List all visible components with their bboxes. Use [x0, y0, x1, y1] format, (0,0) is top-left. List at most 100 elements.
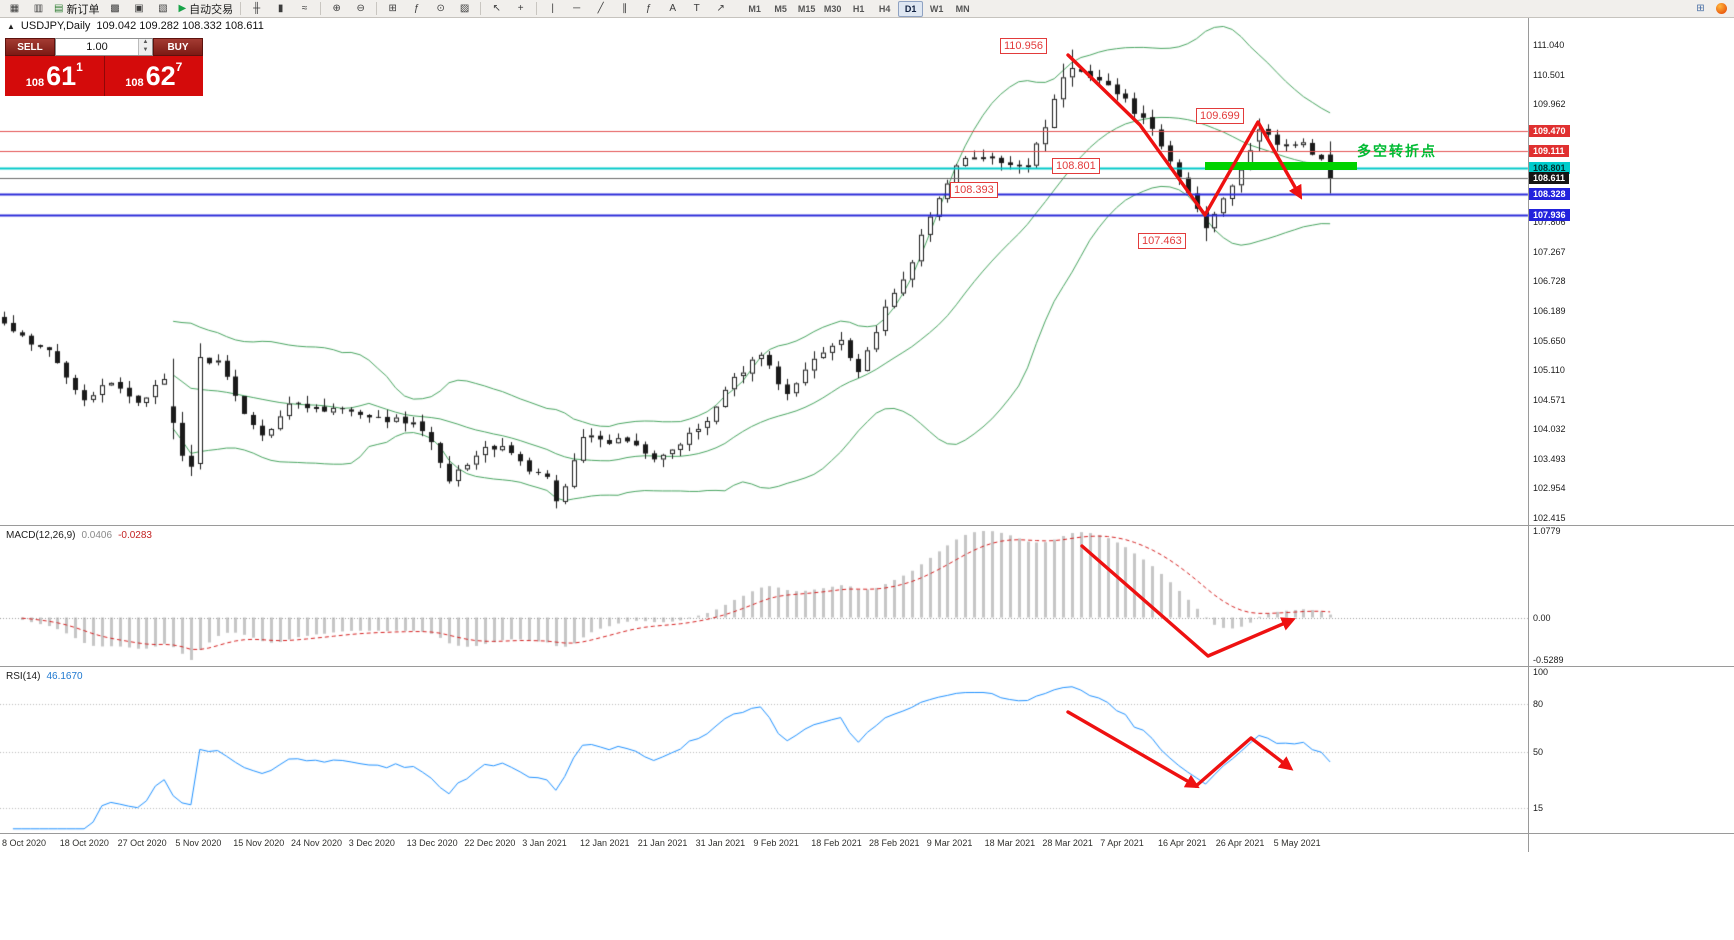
- price-axis-tag: 107.936: [1529, 209, 1570, 222]
- equidistant-channel-icon: ∥: [622, 2, 628, 14]
- toolbar-separator: [536, 2, 538, 15]
- one-click-collapse-icon[interactable]: ▲: [7, 21, 15, 31]
- cursor-icon[interactable]: ↖: [485, 0, 508, 17]
- horizontal-line-icon[interactable]: ─: [565, 0, 588, 17]
- timeframe-h1-button[interactable]: H1: [852, 3, 865, 14]
- zoom-in-icon: ⊕: [332, 2, 341, 14]
- equidistant-channel-icon[interactable]: ∥: [613, 0, 636, 17]
- text-icon[interactable]: A: [661, 0, 684, 17]
- timeframe-m15-button[interactable]: M15: [797, 3, 816, 14]
- tile-windows-icon: ⊞: [388, 2, 397, 14]
- bid-price-major: 108: [25, 77, 45, 89]
- timeframe-m5-button[interactable]: M5: [774, 3, 787, 14]
- price-axis-label: 102.415: [1533, 512, 1566, 523]
- date-axis-label: 31 Jan 2021: [695, 838, 746, 848]
- lot-size-value[interactable]: 1.00: [86, 41, 108, 53]
- macd-label: MACD(12,26,9) 0.0406 -0.0283: [6, 530, 152, 541]
- fibonacci-icon[interactable]: ƒ: [637, 0, 660, 17]
- date-axis-label: 5 Nov 2020: [175, 838, 222, 848]
- symbol-period-label: USDJPY,Daily: [20, 20, 91, 32]
- fibonacci-icon: ƒ: [645, 2, 652, 14]
- date-axis-label: 18 Oct 2020: [59, 838, 109, 848]
- data-window-icon[interactable]: ▣: [127, 0, 150, 17]
- periods-icon[interactable]: ⊙: [429, 0, 452, 17]
- tile-windows-icon[interactable]: ⊞: [381, 0, 404, 17]
- macd-name: MACD(12,26,9): [6, 530, 76, 541]
- price-axis-label: 106.728: [1533, 276, 1566, 287]
- arrows-icon[interactable]: ↗: [709, 0, 732, 17]
- rsi-name: RSI(14): [6, 671, 41, 682]
- date-axis-label: 24 Nov 2020: [291, 838, 343, 848]
- crosshair-icon[interactable]: +: [509, 0, 532, 17]
- autotrading-button-label: 自动交易: [189, 3, 234, 16]
- panel-divider[interactable]: [0, 666, 1734, 667]
- ask-price-pips: 62: [145, 61, 176, 91]
- rsi-axis-label: 80: [1533, 699, 1544, 709]
- price-axis-label: 109.962: [1533, 99, 1566, 110]
- line-chart-icon[interactable]: ≈: [293, 0, 316, 17]
- chart-profiles-icon[interactable]: ▥: [27, 0, 50, 17]
- zoom-out-icon[interactable]: ⊖: [349, 0, 372, 17]
- new-chart-icon[interactable]: ▦: [3, 0, 26, 17]
- date-axis-label: 12 Jan 2021: [580, 838, 630, 848]
- vertical-line-icon[interactable]: |: [541, 0, 564, 17]
- macd-axis-label: 0.00: [1533, 612, 1551, 623]
- date-axis-label: 27 Oct 2020: [117, 838, 167, 848]
- date-axis-label: 21 Jan 2021: [637, 838, 688, 848]
- price-axis-label: 110.501: [1533, 69, 1565, 80]
- timeframe-m1-button[interactable]: M1: [748, 3, 761, 14]
- sell-button[interactable]: SELL: [5, 38, 55, 56]
- price-callout[interactable]: 108.393: [950, 182, 998, 198]
- candlestick-chart-icon[interactable]: ▮: [269, 0, 292, 17]
- price-callout[interactable]: 108.801: [1052, 158, 1100, 174]
- navigator-icon[interactable]: ▧: [151, 0, 174, 17]
- timeframe-mn-button[interactable]: MN: [955, 3, 970, 14]
- turning-point-annotation[interactable]: 多空转折点: [1357, 143, 1437, 159]
- toolbar-separator: [376, 2, 378, 15]
- price-callout[interactable]: 109.699: [1196, 108, 1244, 124]
- zoom-in-icon[interactable]: ⊕: [325, 0, 348, 17]
- date-axis-label: 7 Apr 2021: [1100, 838, 1144, 848]
- market-watch-icon[interactable]: ▩: [103, 0, 126, 17]
- timeframe-d1-button[interactable]: D1: [898, 0, 924, 17]
- lot-down-icon[interactable]: ▼: [139, 47, 152, 55]
- panel-divider[interactable]: [0, 525, 1734, 526]
- new-order-button: ▤: [54, 2, 64, 14]
- ask-price-button[interactable]: 108 62 7: [105, 56, 204, 96]
- price-axis-label: 111.040: [1533, 40, 1565, 50]
- trendline-icon[interactable]: ╱: [589, 0, 612, 17]
- autotrading-button[interactable]: ▶ 自动交易: [175, 0, 236, 17]
- price-axis-tag: 109.111: [1529, 144, 1569, 157]
- macd-axis-label: 1.0779: [1533, 526, 1561, 536]
- new-order-button[interactable]: ▤ 新订单: [51, 0, 102, 17]
- bid-price-point: 1: [76, 60, 83, 74]
- date-axis-label: 15 Nov 2020: [233, 838, 285, 848]
- lot-size-field[interactable]: 1.00 ▲ ▼: [55, 38, 153, 56]
- price-axis-tag: 108.611: [1529, 172, 1570, 185]
- notification-badge-icon[interactable]: [1716, 3, 1727, 14]
- macd-axis-label: -0.5289: [1533, 654, 1564, 665]
- indicators-icon[interactable]: ƒ: [405, 0, 428, 17]
- date-axis-label: 16 Apr 2021: [1158, 838, 1207, 848]
- lot-up-icon[interactable]: ▲: [139, 39, 152, 47]
- templates-icon[interactable]: ▨: [453, 0, 476, 17]
- support-zone-highlight[interactable]: [1205, 162, 1357, 170]
- buy-button[interactable]: BUY: [153, 38, 203, 56]
- text-label-icon[interactable]: T: [685, 0, 708, 17]
- vertical-line-icon: |: [551, 2, 554, 14]
- rsi-axis-label: 15: [1533, 803, 1544, 813]
- price-callout[interactable]: 107.463: [1138, 233, 1186, 249]
- panel-divider[interactable]: [0, 833, 1734, 834]
- price-callout[interactable]: 110.956: [1000, 38, 1047, 54]
- timeframe-w1-button[interactable]: W1: [929, 3, 944, 14]
- timeframe-h4-button[interactable]: H4: [878, 3, 891, 14]
- timeframe-m30-button[interactable]: M30: [823, 3, 842, 14]
- price-axis-tag: 108.801: [1529, 161, 1570, 174]
- bar-chart-icon[interactable]: ╫: [245, 0, 268, 17]
- timeframe-buttons: M1 M5 M15 M30 H1 H4 D1 W1 MN: [742, 0, 975, 17]
- layout-grid-icon[interactable]: ⊞: [1696, 3, 1705, 14]
- lot-stepper[interactable]: ▲ ▼: [138, 39, 152, 55]
- bid-price-button[interactable]: 108 61 1: [5, 56, 105, 96]
- rsi-value: 46.1670: [46, 671, 83, 682]
